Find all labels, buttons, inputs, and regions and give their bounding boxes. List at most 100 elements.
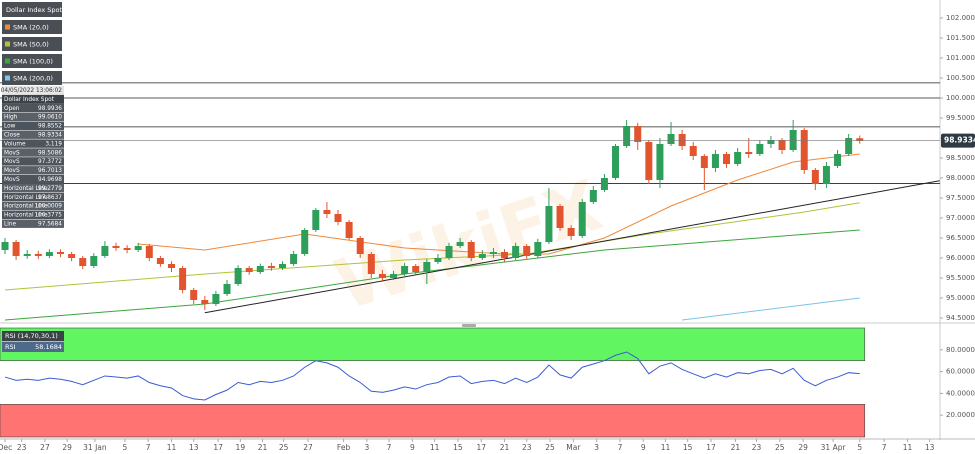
x-tick-label: 27 [40,443,50,452]
candle-body [23,254,31,256]
candle-body [156,258,164,264]
legend-box [2,331,64,341]
x-tick-label: 3 [594,443,599,452]
candle-body [600,178,608,190]
candle-body [312,210,320,230]
y-tick-label: 60.0000 [946,368,975,376]
candle-body [856,138,864,141]
candle-body [245,268,253,272]
legend-title: Dollar Index Spot [6,6,63,14]
candle-body [645,142,653,180]
candle-body [90,256,98,266]
candle-body [378,274,386,278]
x-tick-label: 11 [430,443,440,452]
legend-box [2,37,62,51]
info-row-name: High [4,115,18,121]
x-tick-label: 19 [236,443,246,452]
x-tick-label: 9 [410,443,415,452]
info-row-bg [2,94,64,104]
candle-body [711,154,719,168]
y-tick-label: 40.0000 [946,389,975,397]
y-tick-label: 100.5000 [946,74,975,82]
x-tick-label: 17 [706,443,716,452]
x-tick-label: 23 [522,443,532,452]
y-tick-label: 97.0000 [946,214,975,222]
candle-body [845,138,853,154]
candle-body [656,144,664,180]
candle-body [390,274,398,278]
candle-body [567,228,575,236]
info-row-bg [2,130,64,139]
candle-body [279,264,287,268]
y-tick-label: 101.5000 [946,34,975,42]
x-tick-label: 7 [146,443,151,452]
info-row-name: Open [4,106,20,112]
candle-body [112,246,120,248]
candle-body [689,146,697,156]
candle-body [467,242,475,258]
candle-body [478,254,486,258]
info-row-bg [2,103,64,113]
info-row-bg [2,183,64,193]
info-row-bg [2,219,64,228]
info-row-bg [2,157,64,166]
legend-label: SMA (20,0) [13,24,49,32]
x-tick-label: 21 [258,443,268,452]
candle-body [79,258,87,266]
x-tick-label: 31 Jan [83,443,107,452]
candle-body [56,252,64,254]
candle-body [401,266,409,274]
candle-body [578,202,586,236]
candle-body [367,254,375,274]
x-tick-label: 27 [303,443,313,452]
info-row-value: 100.0009 [34,204,62,210]
legend-swatch [5,41,10,47]
candle-body [445,246,453,258]
info-row-name: Horizontal Line [4,195,48,201]
overbought-zone [0,327,866,362]
x-tick-label: Feb [337,443,351,452]
legend-swatch [5,24,10,30]
y-tick-label: 96.0000 [946,254,975,262]
legend-box [2,54,62,68]
info-row-name: Line [4,221,17,227]
x-tick-label: 5 [857,443,862,452]
candle-body [34,254,42,256]
info-row-name: Horizontal Line [4,213,48,219]
info-row-value: 98.9936 [38,106,62,112]
legend-box [2,71,62,85]
candle-body [134,246,142,250]
legend-swatch [5,58,10,64]
candle-body [634,126,642,142]
candle-body [212,294,220,304]
x-tick-label: 21 [731,443,741,452]
candle-body [612,146,620,178]
info-row-value: 100.3775 [34,213,62,219]
rsi-value: 58.1684 [35,343,62,351]
info-row-value: 98.8552 [38,124,62,130]
y-tick-label: 99.5000 [946,114,975,122]
candle-body [356,238,364,254]
info-timestamp: 04/05/2022 13:06:02 [1,88,63,94]
candle-body [501,252,509,258]
info-row-bg [2,210,64,219]
candle-body [101,246,109,256]
info-row-value: 98.5086 [38,150,62,156]
candle-body [822,166,830,184]
candle-body [800,130,808,170]
trendline [204,180,940,314]
candle-body [145,246,153,258]
legend-label: RSI [5,343,16,351]
y-tick-label: 95.0000 [946,294,975,302]
candle-body [834,154,842,166]
info-row-name: Volume [4,141,26,147]
x-tick-label: 5 [122,443,127,452]
candle-body [301,230,309,254]
x-tick-label: 31 Apr [821,443,847,452]
candle-body [45,252,53,256]
legend-label: SMA (50,0) [13,41,49,49]
info-row-bg [2,139,64,148]
y-tick-label: 102.0000 [946,14,975,22]
candle-body [700,156,708,168]
